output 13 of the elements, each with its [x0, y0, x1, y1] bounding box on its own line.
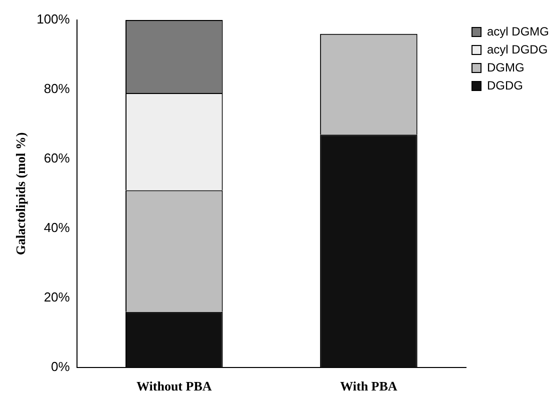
x-tick-label: Without PBA — [136, 378, 212, 394]
y-tick-label: 100% — [36, 12, 70, 27]
y-tick-label: 20% — [44, 290, 70, 304]
y-tick-label: 60% — [44, 150, 70, 166]
legend-label: acyl DGDG — [486, 42, 548, 56]
y-axis-title: Galactolipids (mol %) — [13, 132, 28, 256]
legend-label: DGDG — [486, 78, 523, 92]
legend-label: DGMG — [486, 60, 524, 74]
y-tick-label: 0% — [51, 358, 70, 374]
y-tick-label: 80% — [44, 81, 70, 96]
y-tick-label: 40% — [44, 220, 70, 236]
legend-label: acyl DGMG — [486, 24, 550, 38]
x-tick-label: With PBA — [340, 378, 398, 394]
